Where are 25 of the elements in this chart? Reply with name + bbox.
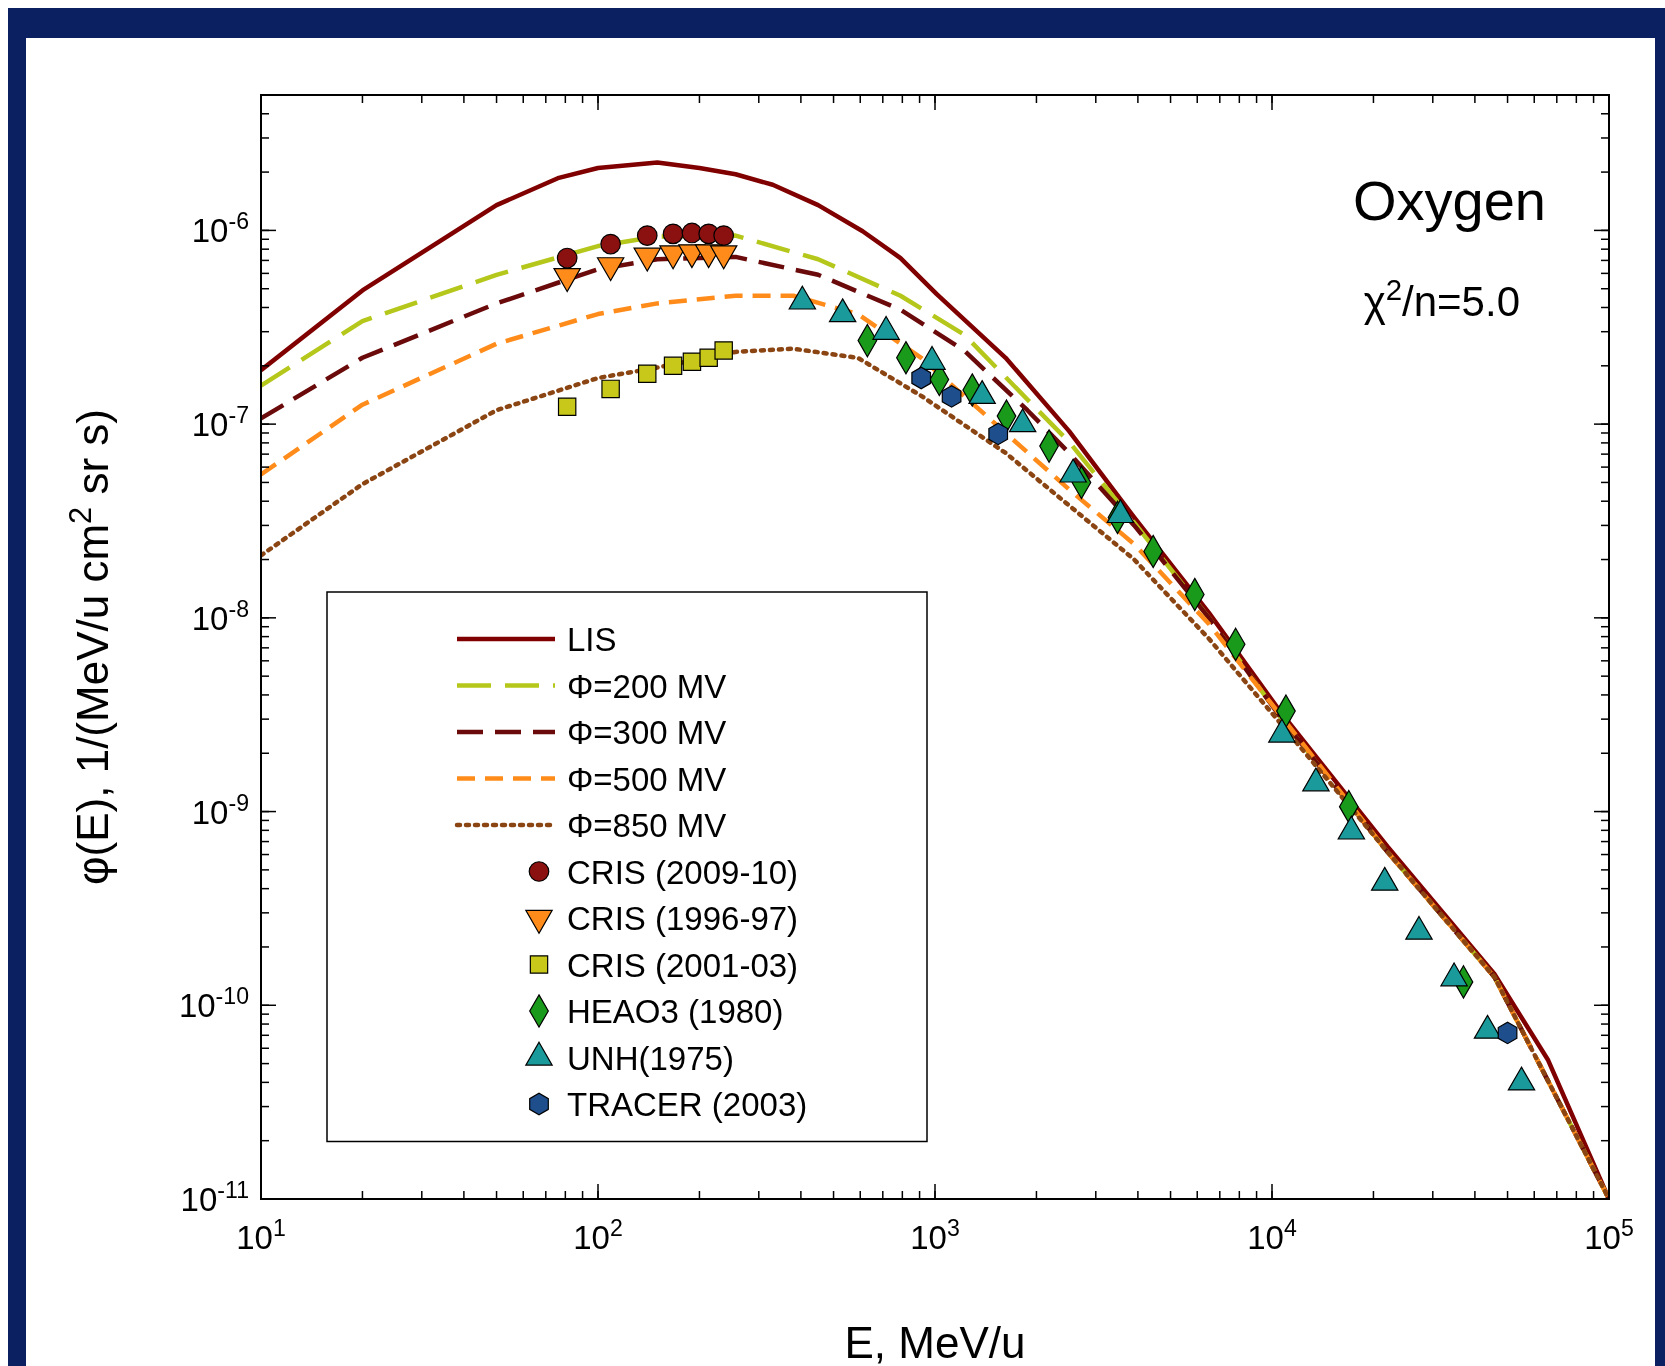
x-tick-label: 10$^{3}$: [910, 1215, 960, 1256]
legend-label: Φ=500 MV: [567, 760, 727, 798]
y-tick-label: 10$^{-10}$: [178, 983, 249, 1025]
legend-label: HEAO3 (1980): [567, 993, 784, 1030]
text: Oxygen: [1353, 169, 1546, 232]
legend-label: UNH(1975): [567, 1039, 734, 1077]
y-tick-label: 10$^{-7}$: [191, 402, 249, 444]
legend-label: Φ=850 MV: [567, 807, 727, 844]
x-tick-label: 10$^{1}$: [236, 1215, 286, 1256]
legend-label: CRIS (2009-10): [567, 853, 799, 891]
y-tick-label: 10$^{-11}$: [180, 1177, 249, 1218]
legend-label: LIS: [567, 621, 617, 658]
legend-label: CRIS (1996-97): [567, 900, 799, 937]
annotation: χ$^{2}$/n=5.0: [1363, 272, 1520, 325]
x-axis-title: E, MeV/u: [844, 1318, 1026, 1366]
x-tick-label: 10$^{4}$: [1247, 1215, 1297, 1256]
legend-label: Φ=300 MV: [567, 714, 727, 751]
x-tick-label: 10$^{2}$: [573, 1215, 623, 1256]
y-tick-label: 10$^{-8}$: [191, 595, 249, 637]
legend-label: TRACER (2003): [567, 1086, 808, 1123]
x-tick-label: 10$^{5}$: [1584, 1215, 1634, 1256]
legend-label: CRIS (2001-03): [567, 946, 799, 984]
y-tick-label: 10$^{-6}$: [191, 208, 249, 250]
y-tick-label: 10$^{-9}$: [191, 789, 249, 831]
legend-label: Φ=200 MV: [567, 667, 727, 705]
